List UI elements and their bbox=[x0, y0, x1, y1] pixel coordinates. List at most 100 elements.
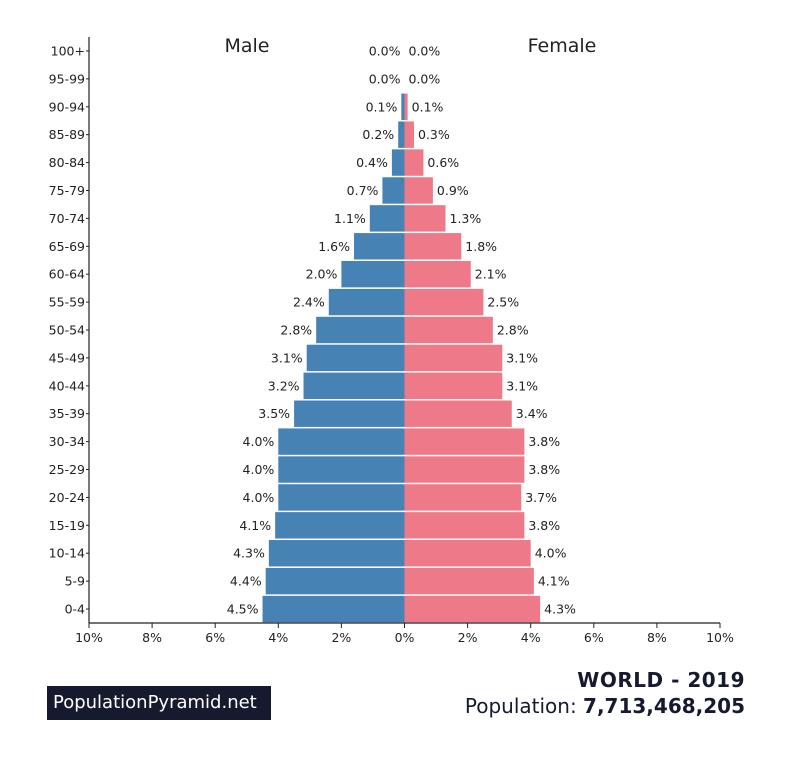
male-bar-5-9 bbox=[265, 567, 405, 595]
male-value-label: 4.4% bbox=[230, 574, 262, 589]
male-bar-90-94 bbox=[401, 93, 405, 120]
female-value-label: 0.1% bbox=[412, 99, 444, 114]
male-bar-25-29 bbox=[278, 456, 405, 483]
male-value-label: 3.5% bbox=[258, 406, 290, 421]
legend-female: Female bbox=[528, 35, 597, 57]
male-bar-75-79 bbox=[382, 177, 405, 204]
female-bar-90-94 bbox=[404, 93, 408, 120]
female-value-label: 3.4% bbox=[516, 406, 548, 421]
x-tick-label: 4% bbox=[268, 630, 288, 645]
male-bar-40-44 bbox=[303, 372, 405, 400]
population-line: Population: 7,713,468,205 bbox=[465, 694, 745, 718]
female-bar-35-39 bbox=[404, 400, 512, 427]
female-value-label: 4.0% bbox=[535, 546, 567, 561]
male-bar-15-19 bbox=[275, 512, 405, 539]
female-value-label: 2.8% bbox=[497, 323, 529, 338]
chart-title-block: WORLD - 2019 Population: 7,713,468,205 bbox=[465, 668, 745, 718]
age-group-label: 50-54 bbox=[49, 323, 85, 338]
age-group-label: 90-94 bbox=[49, 99, 85, 114]
female-value-label: 0.6% bbox=[427, 155, 459, 170]
age-group-label: 60-64 bbox=[49, 267, 85, 282]
male-value-label: 0.1% bbox=[366, 99, 398, 114]
female-value-label: 0.0% bbox=[409, 43, 441, 58]
male-bar-85-89 bbox=[398, 121, 405, 148]
female-bar-10-14 bbox=[404, 540, 531, 567]
female-value-label: 3.7% bbox=[525, 490, 557, 505]
female-value-label: 4.3% bbox=[544, 602, 576, 617]
male-value-label: 4.0% bbox=[243, 462, 275, 477]
x-tick-label: 2% bbox=[331, 630, 351, 645]
population-pyramid-chart: 0.0% 0.0% 100+ 0.0% 0.0% 95-99 0.1% 0.1% 90-94 0.… bbox=[49, 35, 734, 645]
age-group-label: 30-34 bbox=[49, 434, 85, 449]
female-bar-5-9 bbox=[404, 567, 534, 595]
male-value-label: 0.7% bbox=[347, 183, 379, 198]
female-value-label: 3.1% bbox=[506, 350, 538, 365]
age-group-label: 35-39 bbox=[49, 406, 85, 421]
age-group-label: 20-24 bbox=[49, 490, 85, 505]
male-value-label: 4.3% bbox=[233, 546, 265, 561]
female-bar-15-19 bbox=[404, 512, 525, 539]
male-value-label: 1.1% bbox=[334, 211, 366, 226]
x-tick-label: 10% bbox=[706, 630, 734, 645]
male-bar-45-49 bbox=[306, 344, 405, 372]
male-value-label: 0.2% bbox=[362, 127, 394, 142]
age-group-label: 25-29 bbox=[49, 462, 85, 477]
female-bar-20-24 bbox=[404, 484, 522, 511]
male-bar-55-59 bbox=[328, 288, 405, 316]
female-value-label: 1.3% bbox=[450, 211, 482, 226]
age-group-label: 55-59 bbox=[49, 295, 85, 310]
male-value-label: 4.1% bbox=[239, 518, 271, 533]
female-bar-25-29 bbox=[404, 456, 525, 483]
female-value-label: 0.9% bbox=[437, 183, 469, 198]
age-group-label: 40-44 bbox=[49, 378, 85, 393]
female-value-label: 4.1% bbox=[538, 574, 570, 589]
female-value-label: 0.3% bbox=[418, 127, 450, 142]
male-value-label: 2.8% bbox=[280, 323, 312, 338]
x-tick-label: 0% bbox=[395, 630, 415, 645]
age-group-label: 85-89 bbox=[49, 127, 85, 142]
female-bar-30-34 bbox=[404, 428, 525, 455]
female-bar-80-84 bbox=[404, 149, 424, 176]
x-tick-label: 6% bbox=[584, 630, 604, 645]
female-value-label: 0.0% bbox=[409, 71, 441, 86]
female-bar-50-54 bbox=[404, 316, 493, 344]
male-value-label: 4.0% bbox=[243, 434, 275, 449]
x-tick-label: 10% bbox=[75, 630, 103, 645]
male-bar-65-69 bbox=[354, 233, 405, 260]
female-value-label: 3.8% bbox=[528, 434, 560, 449]
male-value-label: 0.0% bbox=[369, 71, 401, 86]
age-group-label: 10-14 bbox=[49, 546, 85, 561]
age-group-label: 5-9 bbox=[65, 574, 85, 589]
male-bar-30-34 bbox=[278, 428, 405, 455]
age-group-label: 80-84 bbox=[49, 155, 85, 170]
age-group-label: 0-4 bbox=[65, 602, 85, 617]
female-value-label: 2.5% bbox=[487, 295, 519, 310]
male-bar-20-24 bbox=[278, 484, 405, 511]
female-bar-65-69 bbox=[404, 233, 462, 260]
female-value-label: 3.8% bbox=[528, 518, 560, 533]
age-group-label: 65-69 bbox=[49, 239, 85, 254]
male-value-label: 0.0% bbox=[369, 43, 401, 58]
male-value-label: 3.1% bbox=[271, 350, 303, 365]
brand-logo[interactable]: PopulationPyramid.net bbox=[47, 686, 271, 720]
male-bar-35-39 bbox=[294, 400, 405, 427]
female-bar-45-49 bbox=[404, 344, 503, 372]
male-value-label: 1.6% bbox=[318, 239, 350, 254]
male-value-label: 4.0% bbox=[243, 490, 275, 505]
age-group-label: 70-74 bbox=[49, 211, 85, 226]
male-value-label: 3.2% bbox=[268, 378, 300, 393]
x-tick-label: 8% bbox=[647, 630, 667, 645]
female-bar-55-59 bbox=[404, 288, 484, 316]
male-bar-70-74 bbox=[369, 205, 405, 232]
female-bar-75-79 bbox=[404, 177, 433, 204]
male-bar-80-84 bbox=[391, 149, 405, 176]
male-bar-60-64 bbox=[341, 260, 405, 288]
male-bar-10-14 bbox=[268, 540, 405, 567]
male-value-label: 0.4% bbox=[356, 155, 388, 170]
x-tick-label: 4% bbox=[521, 630, 541, 645]
female-value-label: 3.1% bbox=[506, 378, 538, 393]
female-value-label: 3.8% bbox=[528, 462, 560, 477]
female-bar-0-4 bbox=[404, 595, 541, 623]
x-tick-label: 2% bbox=[458, 630, 478, 645]
age-group-label: 45-49 bbox=[49, 350, 85, 365]
